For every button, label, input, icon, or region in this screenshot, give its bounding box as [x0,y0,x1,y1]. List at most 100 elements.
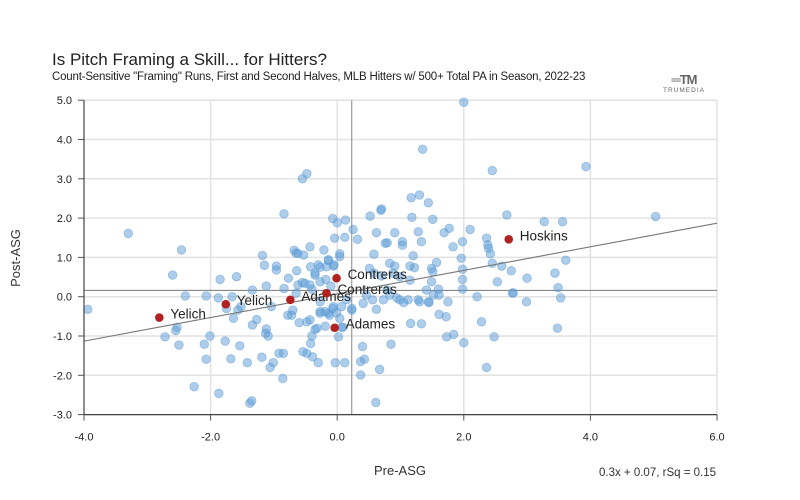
data-point [260,328,271,338]
player-label: Yelich [170,307,206,322]
data-point [199,339,209,349]
data-point [176,245,187,255]
player-label: Yelich [237,293,273,308]
axes: 5.0 4.0 3.0 2.0 1.0 0.0 -1.0 -2.0 -3.0-4.0 -2.0 0.… [53,95,725,443]
data-point [444,223,454,234]
data-point [502,210,512,220]
y-tick-label: 1.0 [57,252,72,264]
data-point [215,274,225,285]
data-point [291,248,301,258]
data-point [369,249,379,259]
data-point [214,388,224,399]
player-label: Hoskins [520,228,568,243]
data-point [371,397,381,408]
data-point [245,398,255,408]
data-point [508,288,518,298]
x-tick-label: 0.0 [330,432,345,444]
data-point [408,251,418,261]
data-point [228,313,239,324]
data-point [330,358,341,368]
data-point [288,305,298,315]
data-point [392,293,402,303]
data-point [257,250,268,261]
data-point [416,319,427,329]
data-point [242,358,253,368]
y-tick-label: -1.0 [53,331,72,343]
data-point [302,168,312,179]
data-point [397,240,408,250]
data-point [465,224,475,235]
highlighted-point [322,288,331,298]
data-point [257,352,267,362]
data-point [371,227,382,238]
data-point [365,211,375,221]
x-tick-label: 4.0 [583,432,598,444]
player-label: Adames [346,317,396,332]
logo-text: TRUMEDIA [663,87,705,94]
data-point [457,236,468,247]
data-point [553,282,563,293]
chart-title: Is Pitch Framing a Skill... for Hitters? [52,50,327,69]
data-point [426,277,437,287]
data-point [414,190,425,200]
gridlines [84,99,718,416]
y-axis-label: Post-ASG [8,229,23,287]
chart-subtitle: Count-Sensitive "Framing" Runs, First an… [52,71,586,83]
data-point [313,358,323,368]
data-point [167,270,178,280]
x-tick-label: -2.0 [201,432,220,444]
points [83,97,661,408]
data-point [424,297,434,308]
data-point [333,332,344,342]
data-point [428,266,438,277]
data-point [189,381,199,392]
data-point [386,339,396,349]
data-point [561,255,571,265]
highlighted-point [155,313,164,322]
data-point [390,227,400,238]
x-axis-label: Pre-ASG [374,463,426,478]
data-point [235,341,245,351]
data-point [456,253,466,263]
data-point [247,285,258,295]
data-point [413,227,423,237]
data-point [378,295,389,305]
data-point [407,212,417,223]
data-point [231,271,242,282]
data-point [481,362,492,373]
data-point [205,331,215,341]
data-point [409,262,420,273]
data-point [320,321,330,331]
x-tick-label: -4.0 [75,432,94,444]
data-point [171,325,181,336]
data-point [310,268,320,278]
data-point [347,303,357,314]
data-point [459,97,469,107]
data-point [431,257,442,268]
data-point [335,313,345,324]
regression-line [83,222,718,342]
data-point [376,204,387,214]
data-point [414,297,425,307]
data-point [319,245,329,255]
data-point [332,218,342,228]
data-point [160,332,170,342]
data-point [340,215,351,225]
data-point [487,258,497,268]
data-point [307,352,318,362]
data-point [476,317,487,327]
data-point [268,358,278,368]
data-point [428,214,438,224]
data-point [550,268,560,278]
data-point [279,283,289,294]
data-point [291,266,302,276]
highlighted-point [330,323,339,333]
data-point [174,340,184,350]
data-point [340,358,350,368]
data-point [340,232,350,243]
data-point [433,284,444,294]
data-point [220,336,230,346]
data-point [300,278,310,289]
data-point [315,308,325,318]
data-point [361,290,372,300]
